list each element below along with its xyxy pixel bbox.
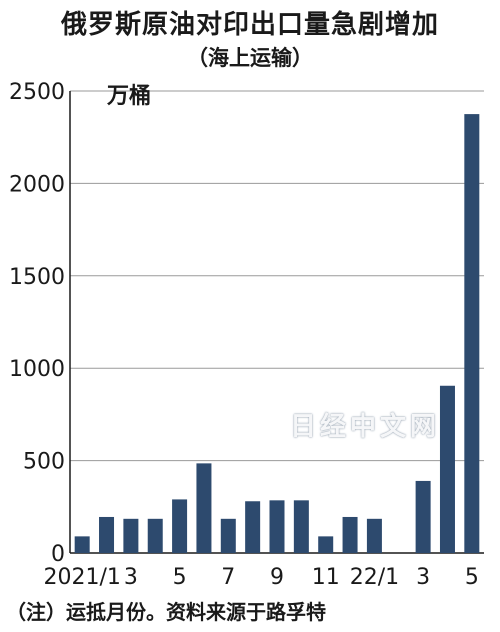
x-tick-label: 22/1 <box>350 565 399 590</box>
bar-2021/1 <box>74 536 90 553</box>
bar-2021/12 <box>342 516 358 553</box>
chart-title: 俄罗斯原油对印出口量急剧增加 <box>60 10 439 40</box>
bar-22/1 <box>366 518 382 553</box>
bar-22/5 <box>464 114 480 553</box>
bar-2021/2 <box>99 516 115 553</box>
bar-2021/8 <box>245 501 261 553</box>
source-note: （注）运抵月份。资料来源于路孚特 <box>6 600 326 624</box>
y-axis-unit-label: 万桶 <box>106 84 151 109</box>
bar-22/4 <box>439 385 455 553</box>
bar-2021/3 <box>123 518 139 553</box>
y-tick-label: 0 <box>51 542 65 567</box>
y-tick-label: 2500 <box>9 80 65 105</box>
bar-2021/7 <box>220 518 236 553</box>
x-tick-label: 7 <box>221 565 235 590</box>
y-tick-label: 1000 <box>9 357 65 382</box>
bar-2021/5 <box>172 499 188 553</box>
x-tick-label: 9 <box>270 565 284 590</box>
y-tick-label: 2000 <box>9 172 65 197</box>
bar-22/3 <box>415 480 431 553</box>
y-tick-label: 1500 <box>9 265 65 290</box>
y-tick-label: 500 <box>23 450 65 475</box>
bar-2021/10 <box>293 500 309 553</box>
watermark: 日经中文网 <box>290 412 441 442</box>
x-tick-label: 5 <box>173 565 187 590</box>
x-tick-label: 11 <box>312 565 340 590</box>
x-tick-label: 3 <box>124 565 138 590</box>
bar-2021/4 <box>147 518 163 553</box>
bar-2021/6 <box>196 463 212 553</box>
bar-2021/9 <box>269 500 285 553</box>
x-tick-label: 3 <box>416 565 430 590</box>
bar-2021/11 <box>318 536 334 553</box>
x-tick-label: 5 <box>465 565 479 590</box>
chart-subtitle: （海上运输） <box>187 46 313 70</box>
x-tick-label: 2021/1 <box>43 565 120 590</box>
